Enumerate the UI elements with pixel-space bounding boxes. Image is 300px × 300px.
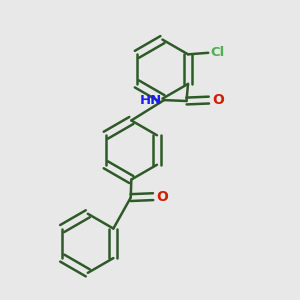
Text: HN: HN (139, 94, 162, 106)
Text: O: O (156, 190, 168, 204)
Text: Cl: Cl (211, 46, 225, 59)
Text: O: O (212, 93, 224, 107)
